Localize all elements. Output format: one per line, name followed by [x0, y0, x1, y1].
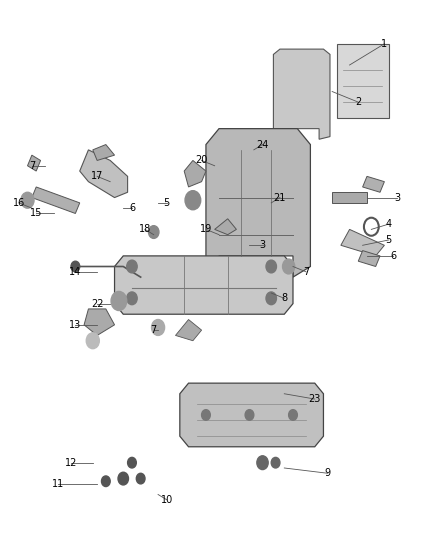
Text: 16: 16 [13, 198, 25, 208]
Text: 2: 2 [355, 97, 361, 107]
Text: 22: 22 [91, 298, 103, 309]
Circle shape [283, 259, 295, 274]
Text: 3: 3 [259, 240, 265, 251]
Polygon shape [273, 49, 330, 139]
Polygon shape [184, 160, 206, 187]
Polygon shape [115, 256, 293, 314]
Polygon shape [32, 187, 80, 214]
Polygon shape [341, 229, 385, 256]
Text: 14: 14 [69, 267, 81, 277]
Text: 17: 17 [91, 172, 103, 181]
Polygon shape [80, 150, 127, 198]
Text: 11: 11 [52, 479, 64, 489]
Circle shape [71, 261, 80, 272]
Circle shape [289, 410, 297, 420]
Text: 3: 3 [394, 192, 400, 203]
Circle shape [127, 457, 136, 468]
Circle shape [271, 457, 280, 468]
Circle shape [102, 476, 110, 487]
Text: 13: 13 [69, 320, 81, 330]
Polygon shape [363, 176, 385, 192]
Text: 9: 9 [325, 469, 331, 478]
Text: 21: 21 [274, 192, 286, 203]
Text: 10: 10 [161, 495, 173, 505]
Circle shape [148, 225, 159, 238]
Circle shape [185, 191, 201, 210]
Text: 23: 23 [308, 394, 321, 404]
Text: 7: 7 [303, 267, 309, 277]
Text: 24: 24 [256, 140, 268, 150]
Circle shape [127, 292, 137, 305]
Text: 6: 6 [390, 251, 396, 261]
Text: 8: 8 [281, 293, 287, 303]
Polygon shape [84, 309, 115, 335]
Circle shape [136, 473, 145, 484]
Polygon shape [206, 128, 311, 277]
Text: 6: 6 [129, 203, 135, 213]
Circle shape [111, 292, 127, 311]
Polygon shape [176, 319, 201, 341]
Circle shape [118, 472, 128, 485]
Circle shape [266, 292, 276, 305]
Polygon shape [180, 383, 323, 447]
Circle shape [86, 333, 99, 349]
Circle shape [21, 192, 34, 208]
Polygon shape [215, 219, 237, 235]
Text: 5: 5 [385, 235, 392, 245]
Circle shape [127, 260, 137, 273]
Circle shape [152, 319, 165, 335]
Circle shape [245, 410, 254, 420]
Text: 19: 19 [200, 224, 212, 235]
Circle shape [266, 260, 276, 273]
Polygon shape [332, 192, 367, 203]
Text: 5: 5 [164, 198, 170, 208]
Text: 18: 18 [139, 224, 151, 235]
Circle shape [201, 410, 210, 420]
Polygon shape [93, 144, 115, 160]
Text: 7: 7 [29, 161, 35, 171]
Text: 1: 1 [381, 39, 388, 49]
Polygon shape [28, 155, 41, 171]
Text: 12: 12 [65, 458, 77, 467]
Circle shape [257, 456, 268, 470]
Polygon shape [358, 251, 380, 266]
Text: 4: 4 [386, 219, 392, 229]
Text: 7: 7 [151, 325, 157, 335]
Text: 15: 15 [30, 208, 42, 219]
Polygon shape [336, 44, 389, 118]
Text: 20: 20 [195, 156, 208, 165]
